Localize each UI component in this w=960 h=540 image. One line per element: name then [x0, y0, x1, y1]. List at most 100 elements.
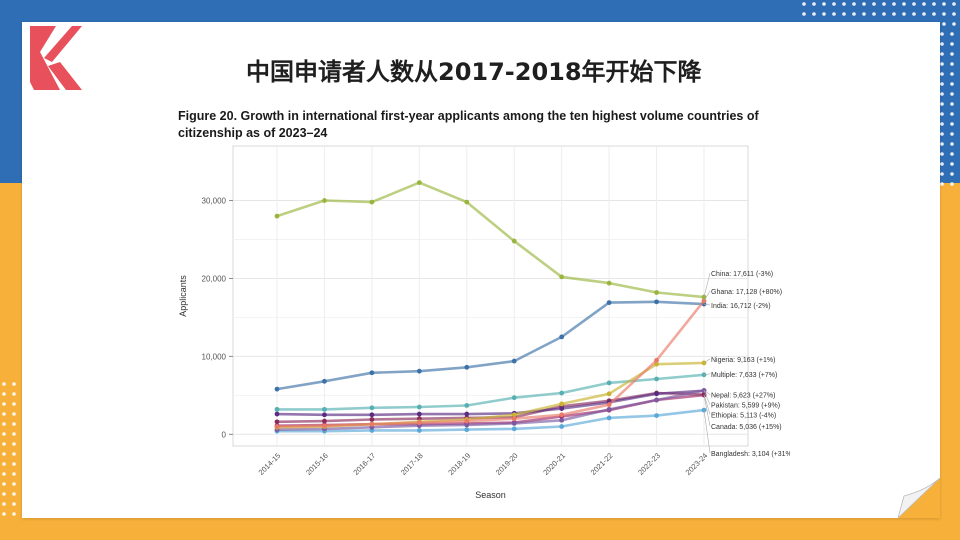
decor-dot — [950, 32, 954, 36]
data-point — [464, 411, 470, 417]
decor-dot — [922, 12, 926, 16]
decor-dot — [12, 462, 16, 466]
data-point — [511, 426, 517, 432]
decor-dot — [940, 52, 944, 56]
data-point — [322, 412, 327, 418]
figure-caption: Figure 20. Growth in international first… — [178, 108, 778, 142]
series-line — [277, 408, 705, 433]
data-point — [369, 421, 375, 427]
decor-dot — [952, 22, 956, 26]
decor-dot — [902, 2, 906, 6]
data-point — [511, 395, 517, 401]
label-leader-line — [703, 390, 711, 395]
decor-dot — [12, 382, 16, 386]
series-end-label: Bangladesh: 3,104 (+31%) — [711, 451, 790, 458]
decor-dot — [872, 12, 876, 16]
decor-dot — [950, 122, 954, 126]
decor-dot — [812, 12, 816, 16]
decor-dot — [950, 182, 954, 186]
data-point — [416, 180, 422, 186]
decor-dot — [12, 502, 16, 506]
decor-dot — [892, 12, 896, 16]
data-point — [606, 406, 612, 412]
series-line — [276, 389, 705, 431]
decor-dot — [832, 2, 836, 6]
series-end-label: India: 16,712 (-2%) — [711, 303, 771, 310]
decor-dot — [2, 502, 6, 506]
data-point — [559, 334, 565, 340]
decor-dot — [950, 172, 954, 176]
decor-dot — [2, 382, 6, 386]
decor-dot — [2, 412, 6, 416]
decor-dot — [940, 32, 944, 36]
y-tick-label: 0 — [222, 430, 227, 439]
decor-dot — [940, 102, 944, 106]
data-point — [464, 427, 470, 433]
data-point — [606, 300, 612, 306]
data-point — [559, 406, 565, 411]
data-point — [416, 428, 422, 433]
series-line — [276, 300, 705, 391]
data-point — [464, 403, 470, 408]
decor-dot — [802, 2, 806, 6]
decor-dot — [2, 482, 6, 486]
decor-dot — [942, 12, 946, 16]
series-end-label: China: 17,611 (-3%) — [711, 271, 773, 278]
decor-dot — [2, 442, 6, 446]
decor-dot — [12, 482, 16, 486]
decor-dot — [12, 472, 16, 476]
page-curl-icon — [898, 478, 940, 518]
data-point — [654, 397, 659, 403]
decor-dot — [940, 62, 944, 66]
decor-dot — [950, 52, 954, 56]
decor-dot — [12, 412, 16, 416]
series-line — [276, 389, 705, 417]
data-point — [654, 376, 659, 382]
decor-dot — [2, 492, 6, 496]
data-point — [322, 423, 327, 429]
decor-dot — [882, 12, 886, 16]
data-point — [274, 386, 280, 392]
y-tick-label: 20,000 — [202, 274, 227, 283]
data-point — [274, 406, 280, 412]
label-leader-line — [703, 390, 711, 405]
decor-dot — [950, 162, 954, 166]
data-point — [416, 404, 422, 410]
data-point — [701, 298, 707, 304]
decor-dot — [12, 442, 16, 446]
decor-dot — [940, 182, 944, 186]
series-end-label: Canada: 5,036 (+15%) — [711, 424, 782, 431]
decor-dot — [852, 12, 856, 16]
decor-dot — [902, 12, 906, 16]
data-point — [464, 418, 470, 424]
decor-dot — [822, 12, 826, 16]
decor-dot — [912, 2, 916, 6]
data-point — [654, 290, 659, 295]
decor-dot — [2, 452, 6, 456]
decor-dot — [832, 12, 836, 16]
data-point — [322, 378, 327, 384]
decor-dot — [950, 132, 954, 136]
data-point — [559, 401, 565, 407]
decor-dot — [2, 402, 6, 406]
slide-title: 中国申请者人数从2017-2018年开始下降 — [246, 58, 702, 86]
decor-dot — [940, 72, 944, 76]
x-tick-label: 2016-17 — [351, 451, 377, 477]
data-point — [511, 416, 517, 422]
decor-dot — [952, 12, 956, 16]
data-point — [701, 360, 707, 366]
x-tick-label: 2020-21 — [541, 451, 567, 477]
data-point — [322, 198, 327, 203]
data-point — [464, 422, 470, 428]
label-leader-line — [703, 358, 711, 364]
data-point — [369, 405, 375, 411]
k-logo-icon — [26, 22, 84, 94]
decor-dot — [12, 432, 16, 436]
data-point — [511, 238, 517, 244]
data-point — [369, 417, 375, 422]
decor-dot — [950, 82, 954, 86]
decor-dot — [822, 2, 826, 6]
data-point — [274, 213, 280, 219]
decor-dot — [12, 402, 16, 406]
decor-dot — [950, 42, 954, 46]
